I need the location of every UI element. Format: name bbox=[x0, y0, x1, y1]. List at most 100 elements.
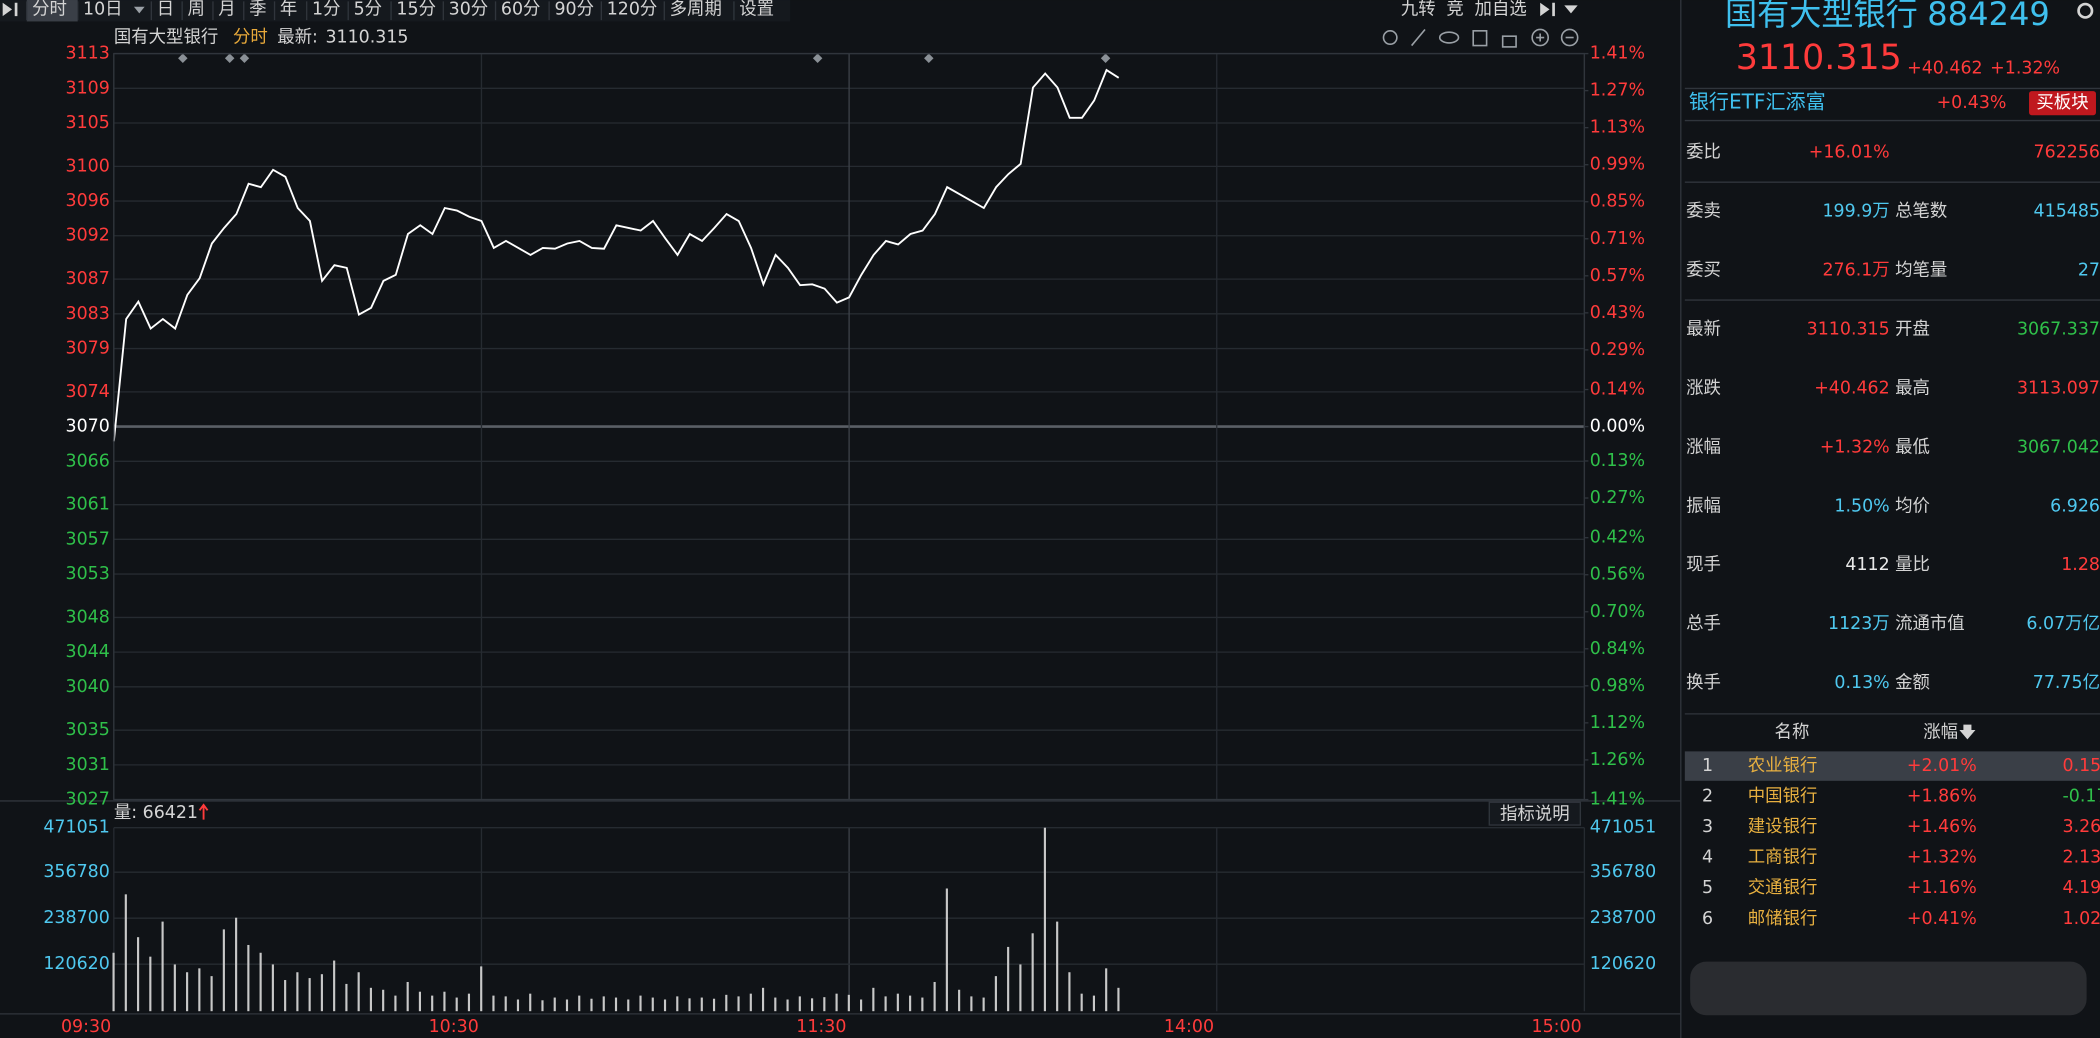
volume-bar bbox=[712, 998, 716, 1012]
list-header[interactable]: 名称 bbox=[1775, 723, 1810, 743]
y-tick-label: 3083 bbox=[66, 304, 110, 324]
volume-bar bbox=[761, 987, 765, 1012]
volume-bar bbox=[1019, 964, 1022, 1012]
y-tick-label: 3079 bbox=[66, 339, 110, 359]
list-name[interactable]: 中国银行 bbox=[1748, 787, 1818, 807]
collapse-icon[interactable] bbox=[2, 2, 18, 17]
note-label[interactable]: 指标说明 bbox=[1500, 804, 1570, 824]
toolbar-action[interactable]: 加自选 bbox=[1475, 0, 1527, 19]
y2-tick-label: 0.98% bbox=[1590, 676, 1645, 696]
y-tick-label: 3066 bbox=[66, 451, 110, 471]
stat-value: 762256 bbox=[2034, 143, 2100, 163]
volume-bar bbox=[320, 974, 323, 1012]
y2-tick-label: 0.42% bbox=[1590, 528, 1645, 548]
eye-icon[interactable] bbox=[1438, 31, 1460, 44]
list-value: 2.13 bbox=[2063, 848, 2100, 868]
x-tick-label: 14:00 bbox=[1164, 1017, 1214, 1037]
list-rank: 5 bbox=[1702, 878, 1713, 898]
stat-value: +40.462 bbox=[1814, 378, 1890, 398]
note-button[interactable] bbox=[1488, 801, 1582, 826]
toolbar-tab[interactable]: 周 bbox=[188, 0, 205, 19]
draw-icon[interactable] bbox=[1410, 28, 1426, 47]
y-tick-label: 3087 bbox=[66, 269, 110, 289]
y-tick-label: 3044 bbox=[66, 642, 110, 662]
toolbar-tab[interactable]: 分时 bbox=[32, 0, 67, 19]
volume-title: 量: 66421 bbox=[114, 803, 198, 823]
y2-tick-label: 0.56% bbox=[1590, 565, 1645, 585]
plot-frame bbox=[113, 52, 1586, 801]
volume-bar bbox=[1031, 933, 1034, 1012]
etf-name[interactable]: 银行ETF汇添富 bbox=[1689, 90, 1826, 114]
toolbar-tab[interactable]: 60分 bbox=[501, 0, 541, 19]
trash-icon[interactable] bbox=[1472, 30, 1488, 47]
toolbar bbox=[0, 0, 791, 22]
y2-tick-label: 0.14% bbox=[1590, 380, 1645, 400]
volume-bar bbox=[333, 960, 336, 1012]
list-name[interactable]: 工商银行 bbox=[1748, 848, 1818, 868]
volume-bar bbox=[504, 996, 507, 1012]
volume-bar bbox=[149, 956, 152, 1012]
toolbar-action[interactable]: 竞 bbox=[1446, 0, 1463, 19]
volume-bar bbox=[259, 952, 262, 1012]
zoom-out-icon[interactable] bbox=[1560, 28, 1579, 47]
volume-bar bbox=[786, 999, 789, 1012]
stat-value: 276.1万 bbox=[1822, 261, 1889, 281]
y-tick-label: 3048 bbox=[66, 607, 110, 627]
volume-bar bbox=[1043, 827, 1046, 1012]
quote-price: 3110.315 bbox=[1736, 38, 1902, 78]
toolbar-tab[interactable]: 多周期 bbox=[670, 0, 722, 19]
toolbar-icons[interactable] bbox=[1540, 2, 1578, 17]
toolbar-tab[interactable]: 月 bbox=[218, 0, 235, 19]
buy-sector-label[interactable]: 买板块 bbox=[2036, 93, 2088, 113]
event-marker[interactable] bbox=[224, 53, 235, 64]
y2-tick-label: 0.43% bbox=[1590, 303, 1645, 323]
buy-sector-button[interactable] bbox=[2029, 91, 2096, 116]
toolbar-tab[interactable]: 15分 bbox=[396, 0, 436, 19]
x-tick-label: 15:00 bbox=[1532, 1017, 1582, 1037]
gear-icon[interactable] bbox=[2077, 2, 2094, 19]
event-marker[interactable] bbox=[924, 53, 934, 64]
toolbar-tab[interactable]: 90分 bbox=[554, 0, 594, 19]
event-marker[interactable] bbox=[812, 53, 823, 64]
toolbar-tab[interactable]: 季 bbox=[249, 0, 266, 19]
y2-tick-label: 120620 bbox=[1590, 954, 1656, 974]
toolbar-action[interactable]: 九转 bbox=[1401, 0, 1436, 19]
list-rank: 1 bbox=[1702, 756, 1713, 776]
y2-tick-label: 0.85% bbox=[1590, 192, 1645, 212]
event-markers bbox=[178, 53, 1111, 64]
list-name[interactable]: 农业银行 bbox=[1748, 756, 1818, 776]
toolbar-tab[interactable]: 年 bbox=[280, 0, 297, 19]
y2-tick-label: 1.27% bbox=[1590, 81, 1645, 101]
volume-bar bbox=[516, 999, 520, 1012]
list-header[interactable]: 涨幅 bbox=[1923, 723, 1958, 743]
settings-icon[interactable] bbox=[1382, 30, 1398, 46]
toolbar-tab[interactable]: 设置 bbox=[739, 0, 774, 19]
stat-value: 3113.097 bbox=[2017, 378, 2100, 398]
y-tick-label: 3074 bbox=[66, 382, 110, 402]
list-name[interactable]: 交通银行 bbox=[1748, 878, 1818, 898]
toolbar-tab[interactable]: 1分 bbox=[312, 0, 340, 19]
toolbar-tab[interactable]: 10日 bbox=[83, 0, 123, 19]
stat-value: 77.75亿 bbox=[2033, 673, 2100, 693]
lock-icon[interactable] bbox=[1501, 35, 1517, 48]
list-name[interactable]: 邮储银行 bbox=[1748, 909, 1818, 929]
zoom-in-icon[interactable] bbox=[1531, 28, 1550, 47]
dropdown-icon[interactable] bbox=[133, 6, 145, 14]
toolbar-tab[interactable]: 日 bbox=[157, 0, 174, 19]
list-name[interactable]: 建设银行 bbox=[1748, 817, 1818, 837]
volume-bar bbox=[847, 994, 850, 1012]
stat-label: 均价 bbox=[1895, 496, 1930, 516]
volume-bar bbox=[137, 937, 140, 1012]
y-tick-label: 356780 bbox=[43, 862, 109, 882]
sort-arrow[interactable] bbox=[1959, 724, 1976, 740]
volume-bar bbox=[970, 996, 973, 1012]
volume-bar bbox=[492, 995, 495, 1012]
toolbar-tab[interactable]: 30分 bbox=[449, 0, 489, 19]
toolbar-tab[interactable]: 120分 bbox=[607, 0, 658, 19]
toolbar-tab[interactable]: 5分 bbox=[354, 0, 382, 19]
volume-bar bbox=[676, 996, 679, 1012]
y2-tick-label: 1.26% bbox=[1590, 750, 1645, 770]
event-marker[interactable] bbox=[178, 53, 188, 64]
y2-tick-label: 0.29% bbox=[1590, 340, 1645, 360]
